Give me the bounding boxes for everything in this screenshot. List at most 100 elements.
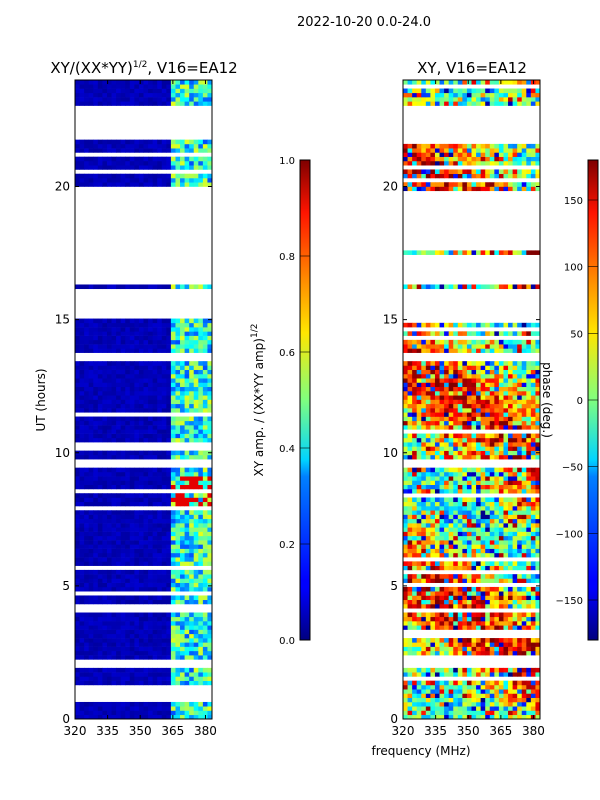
heatmap-cell [198,177,204,183]
heatmap-cell [134,173,140,179]
heatmap-cell [79,361,85,366]
heatmap-cell [157,92,163,98]
heatmap-cell [508,595,513,601]
heatmap-cell [434,454,440,460]
heatmap-cell [439,339,445,345]
heatmap-cell [535,506,540,511]
heatmap-cell [138,335,144,341]
heatmap-cell [97,561,103,566]
heatmap-cell [198,339,204,345]
heatmap-cell [476,412,482,417]
heatmap-cell [193,667,199,673]
heatmap-cell [207,425,212,430]
heatmap-cell [421,373,427,379]
heatmap-cell [84,143,90,149]
heatmap-cell [189,322,195,328]
heatmap-cell [535,480,540,485]
heatmap-cell [143,467,149,473]
heatmap-cell [138,139,144,145]
heatmap-cell [403,467,408,473]
heatmap-cell [106,710,112,716]
heatmap-cell [494,488,500,494]
heatmap-cell [412,412,418,417]
heatmap-cell [444,331,450,336]
heatmap-cell [207,403,212,409]
heatmap-cell [448,442,454,447]
heatmap-cell [161,527,167,532]
heatmap-cell [526,535,532,541]
heatmap-cell [79,139,85,145]
heatmap-cell [535,467,540,473]
heatmap-cell [75,616,80,622]
heatmap-cell [448,650,454,656]
heatmap-cell [143,454,149,460]
heatmap-cell [403,625,408,630]
heatmap-cell [189,399,195,405]
heatmap-cell [84,561,90,566]
heatmap-cell [189,510,195,515]
heatmap-cell [512,518,518,524]
heatmap-cell [453,672,459,677]
heatmap-cell [143,493,149,498]
heatmap-cell [134,160,140,166]
heatmap-cell [526,531,532,537]
heatmap-cell [430,540,436,545]
heatmap-cell [503,446,509,451]
heatmap-cell [120,616,126,622]
heatmap-cell [134,540,140,545]
heatmap-cell [407,501,413,507]
heatmap-cell [148,425,154,430]
heatmap-cell [75,437,80,443]
heatmap-cell [403,646,408,652]
heatmap-cell [88,139,94,145]
heatmap-cell [138,386,144,392]
heatmap-cell [494,386,500,392]
heatmap-cell [434,591,440,596]
heatmap-cell [97,535,103,541]
heatmap-cell [421,467,427,473]
heatmap-cell [407,446,413,451]
heatmap-cell [453,471,459,477]
heatmap-cell [79,454,85,460]
heatmap-cell [138,399,144,405]
heatmap-cell [517,621,523,626]
heatmap-cell [84,408,90,413]
heatmap-cell [88,561,94,566]
heatmap-cell [521,506,527,511]
heatmap-cell [193,386,199,392]
heatmap-cell [421,625,427,630]
heatmap-cell [184,518,190,524]
heatmap-cell [198,80,204,85]
heatmap-cell [412,484,418,490]
heatmap-cell [161,433,167,439]
heatmap-cell [526,488,532,494]
heatmap-cell [471,689,477,694]
heatmap-cell [84,574,90,579]
heatmap-cell [166,523,172,528]
heatmap-cell [111,518,117,524]
heatmap-cell [480,471,486,477]
heatmap-cell [93,148,99,153]
heatmap-cell [106,476,112,481]
heatmap-cell [425,693,431,698]
heatmap-cell [152,484,158,490]
heatmap-cell [79,101,85,106]
heatmap-cell [476,378,482,383]
heatmap-cell [143,143,149,149]
heatmap-cell [494,706,500,711]
heatmap-cell [157,578,163,583]
heatmap-cell [129,612,135,618]
heatmap-cell [152,714,158,719]
heatmap-cell [439,446,445,451]
heatmap-cell [471,395,477,400]
heatmap-cell [120,676,126,681]
heatmap-cell [471,693,477,698]
heatmap-cell [102,420,108,426]
heatmap-cell [170,361,176,366]
heatmap-cell [170,378,176,383]
heatmap-cell [517,454,523,460]
heatmap-cell [457,710,463,716]
heatmap-cell [485,510,491,515]
heatmap-cell [521,697,527,703]
heatmap-cell [430,471,436,477]
